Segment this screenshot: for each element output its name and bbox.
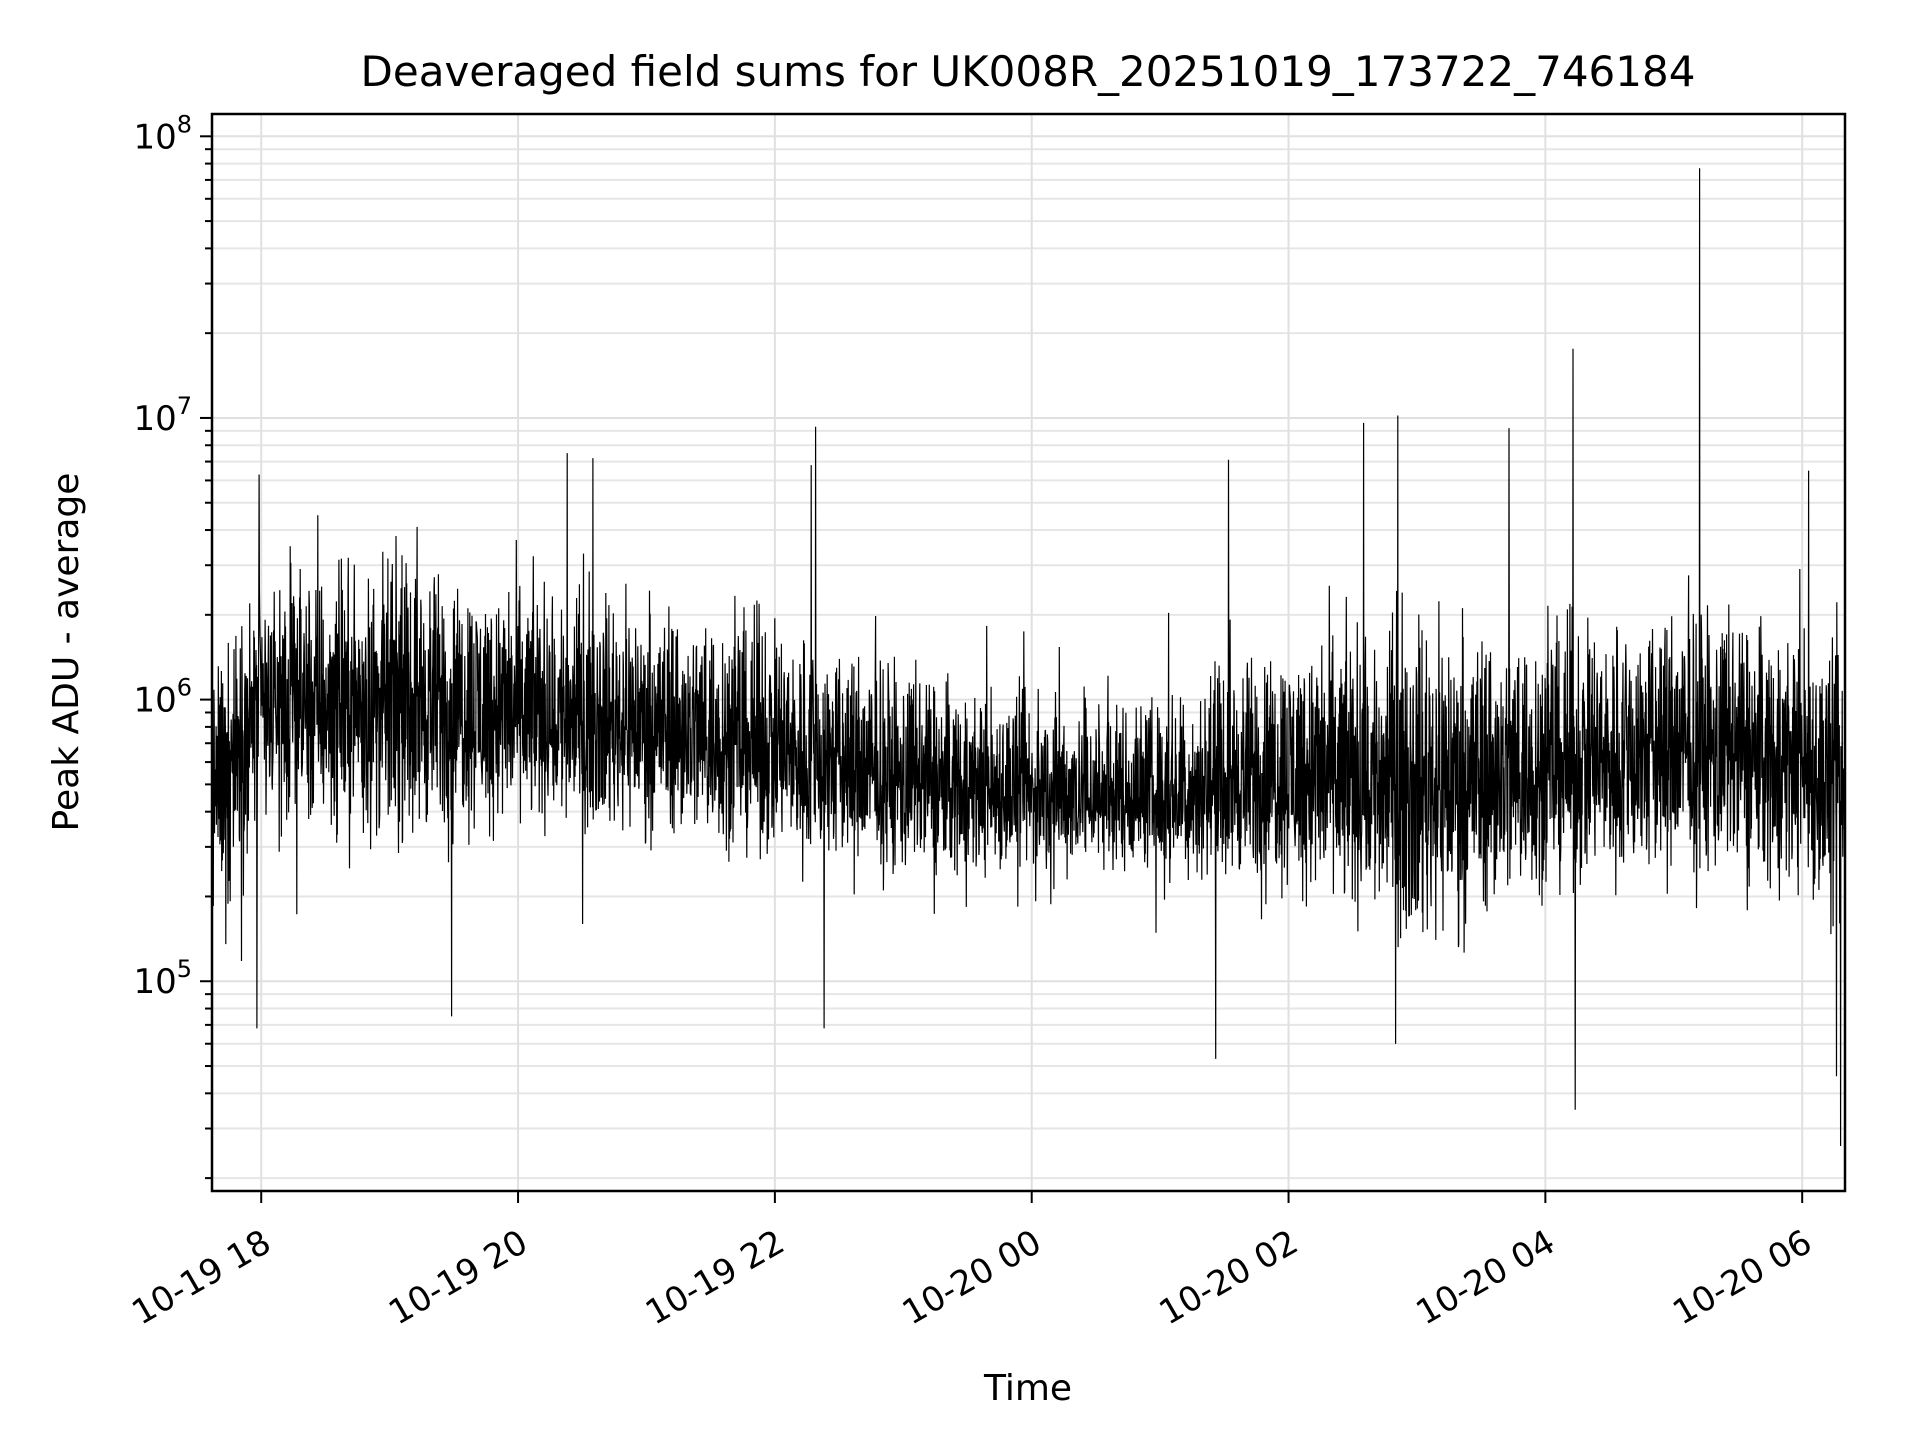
x-tick-label: 10-19 22	[639, 1222, 791, 1333]
x-tick-label: 10-20 02	[1153, 1222, 1305, 1333]
y-tick-label: 106	[133, 674, 192, 721]
y-tick-label: 108	[133, 110, 192, 157]
x-tick-label: 10-20 04	[1409, 1222, 1561, 1333]
y-tick-label: 105	[133, 955, 192, 1002]
chart-title: Deaveraged field sums for UK008R_2025101…	[361, 47, 1696, 96]
x-tick-label: 10-19 20	[382, 1222, 534, 1333]
x-tick-label: 10-20 00	[896, 1222, 1048, 1333]
y-tick-label: 107	[133, 392, 192, 439]
plot-frame	[210, 112, 1847, 1193]
x-axis-label: Time	[983, 1368, 1072, 1409]
y-axis-label: Peak ADU - average	[46, 473, 87, 832]
x-tick-label: 10-19 18	[125, 1222, 277, 1333]
series-layer	[211, 168, 1846, 1147]
x-tick-label: 10-20 06	[1666, 1222, 1818, 1333]
series-line	[211, 168, 1846, 1147]
